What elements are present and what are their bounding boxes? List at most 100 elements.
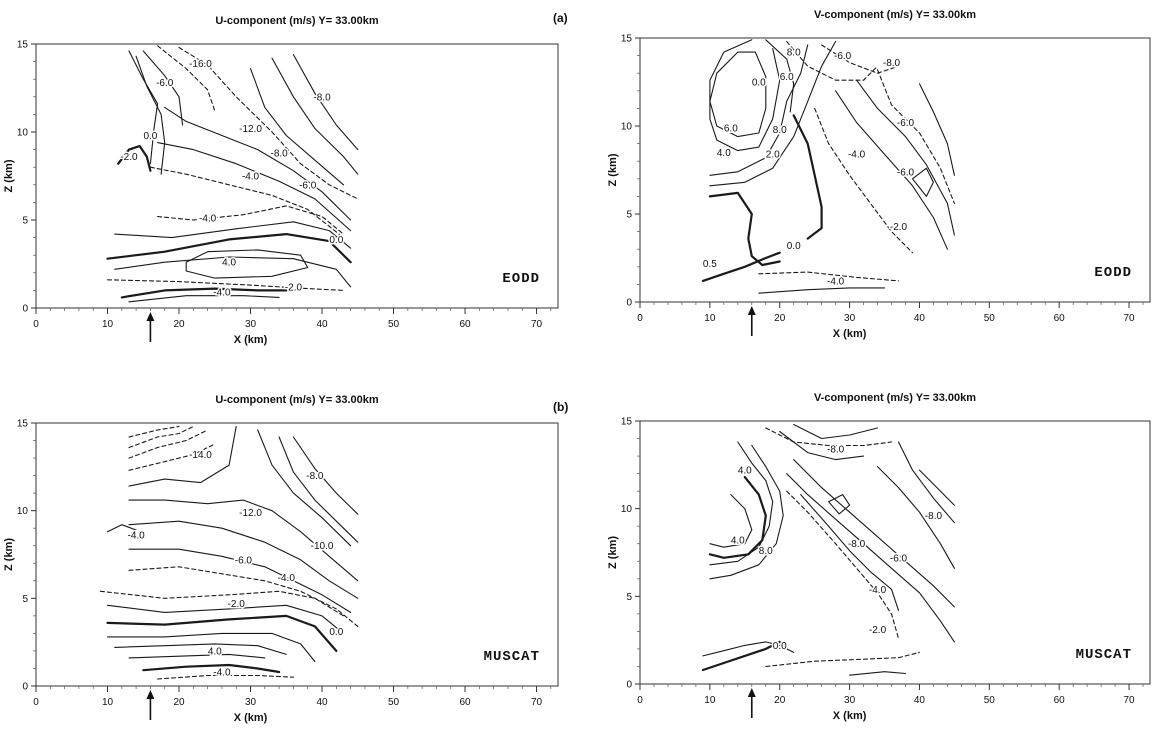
contour-label: 6.0: [724, 123, 738, 134]
x-tick-label: 40: [914, 313, 926, 324]
y-tick-label: 5: [22, 594, 28, 605]
contour-line: [793, 459, 955, 608]
contour-line: [114, 256, 352, 288]
contour-line: [185, 249, 309, 279]
x-tick-label: 60: [459, 319, 471, 330]
panel-label-b: (b): [553, 400, 568, 414]
x-tick-label: 10: [704, 695, 716, 706]
x-tick-label: 60: [1054, 695, 1066, 706]
contour-label: 0.0: [143, 131, 157, 142]
x-tick-label: 70: [1123, 313, 1135, 324]
contour-line: [709, 51, 767, 138]
contour-label: -4.0: [848, 150, 866, 161]
contour-label: -4.0: [213, 288, 231, 299]
x-axis-label: X (km): [234, 712, 268, 724]
y-axis-label: Z (km): [607, 153, 619, 186]
contour-label: -2.0: [869, 625, 887, 636]
contour-line: [876, 69, 955, 204]
contour-line: [142, 50, 184, 126]
contour-line: [128, 566, 359, 627]
contour-line: [128, 425, 180, 438]
contour-line: [897, 441, 955, 524]
contour-line: [835, 90, 948, 250]
contour-label: -8.0: [883, 58, 901, 69]
contour-label: -6.0: [299, 180, 317, 191]
y-tick-label: 10: [621, 122, 633, 133]
contour-line: [292, 54, 359, 151]
y-tick-label: 10: [17, 506, 29, 517]
contour-label: -8.0: [827, 445, 845, 456]
panel-label-a: (a): [553, 11, 568, 25]
contour-label: -6.0: [235, 555, 253, 566]
position-arrow: [146, 312, 155, 342]
contour-label: -4.0: [827, 276, 845, 287]
x-tick-label: 10: [102, 697, 114, 708]
y-tick-label: 0: [22, 682, 28, 693]
contour-label: -8.0: [313, 92, 331, 103]
contour-line: [758, 287, 886, 294]
arrow-head: [747, 688, 756, 697]
contour-line: [709, 40, 837, 187]
contour-label: 6.0: [780, 72, 794, 83]
y-tick-label: 5: [22, 216, 28, 227]
x-tick-label: 40: [914, 695, 926, 706]
contour-line: [876, 466, 955, 569]
x-tick-label: 50: [388, 697, 400, 708]
x-tick-label: 50: [984, 695, 996, 706]
x-tick-label: 60: [1054, 313, 1066, 324]
contour-line: [779, 430, 865, 461]
contour-line: [821, 44, 900, 74]
contour-line: [106, 524, 137, 533]
contour-line: [918, 469, 955, 506]
contour-line: [701, 640, 781, 672]
contour-label: 4.0: [208, 646, 222, 657]
contour-label: 2.0: [766, 150, 780, 161]
y-tick-label: 15: [17, 419, 29, 430]
contour-line: [278, 436, 359, 543]
y-tick-label: 0: [626, 680, 632, 691]
contour-label: -8.0: [271, 149, 289, 160]
x-tick-label: 70: [1123, 695, 1135, 706]
contour-line: [918, 83, 955, 176]
contour-label: -10.0: [311, 541, 334, 552]
contour-label: 0.0: [329, 627, 343, 638]
contour-line: [128, 653, 266, 659]
y-axis-label: Z (km): [3, 538, 15, 571]
x-tick-label: 10: [704, 313, 716, 324]
contour-line: [709, 44, 809, 176]
x-tick-label: 70: [531, 697, 543, 708]
contour-label: -2.0: [228, 599, 246, 610]
contour-line: [708, 191, 781, 267]
y-tick-label: 15: [17, 40, 29, 51]
x-tick-label: 20: [774, 313, 786, 324]
contour-label: 0.0: [329, 235, 343, 246]
contour-line: [786, 490, 900, 639]
contour-label: -4.0: [199, 214, 217, 225]
contour-line: [114, 221, 352, 249]
x-tick-label: 40: [316, 319, 328, 330]
contour-label: -12.0: [239, 508, 262, 519]
contour-label: 4.0: [717, 148, 731, 159]
model-label: MUSCAT: [1076, 647, 1132, 663]
contour-label: 4.0: [731, 536, 745, 547]
contour-line: [701, 251, 781, 282]
position-arrow: [146, 690, 155, 720]
x-tick-label: 30: [844, 313, 856, 324]
contour-label: 4.0: [738, 466, 752, 477]
contour-label: -12.0: [239, 124, 262, 135]
contour-label: 0.0: [787, 241, 801, 252]
chart-title: V-component (m/s) Y= 33.00km: [814, 9, 976, 21]
contour-line: [106, 233, 352, 264]
contour-line: [708, 476, 767, 559]
contour-label: 4.0: [222, 258, 236, 269]
plot-frame: [35, 422, 559, 687]
plot-frame: [639, 420, 1151, 685]
contour-label: -4.0: [242, 172, 260, 183]
contour-label: -8.0: [306, 471, 324, 482]
contour-line: [120, 287, 295, 299]
contour-line: [135, 55, 166, 175]
contour-line: [128, 425, 237, 487]
